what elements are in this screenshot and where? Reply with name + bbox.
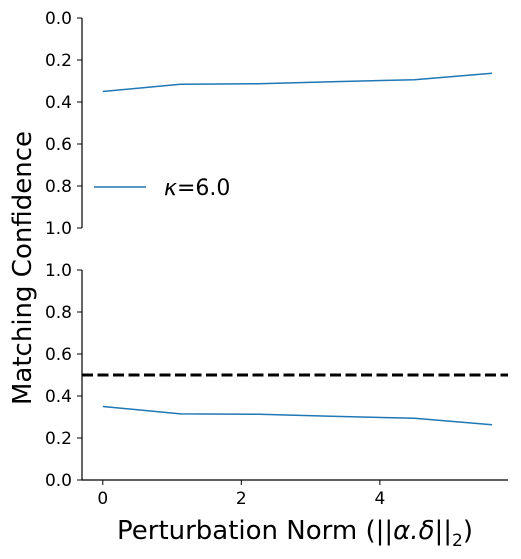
y-axis-label: Matching Confidence <box>8 131 38 405</box>
y-tick-label: 0.0 <box>45 9 72 29</box>
top-panel: 0.0 0.2 0.4 0.6 0.8 1.0 κ=6.0 <box>45 9 493 239</box>
x-axis-label: Perturbation Norm (||α.δ||2) <box>117 516 473 551</box>
legend-symbol: κ <box>164 176 177 201</box>
bottom-panel: 0.0 0.2 0.4 0.6 0.8 1.0 0 2 4 <box>45 261 508 509</box>
y-tick-label: 0.0 <box>45 471 72 491</box>
y-tick-label: 0.4 <box>45 93 72 113</box>
y-tick-label: 0.6 <box>45 345 72 365</box>
x-axis-label-math: ||α.δ|| <box>376 516 452 546</box>
y-tick-label: 0.6 <box>45 135 72 155</box>
x-tick-label: 2 <box>236 489 247 509</box>
x-tick-label: 0 <box>97 489 108 509</box>
y-tick-label: 1.0 <box>45 261 72 281</box>
series-line <box>102 405 493 426</box>
y-tick-label: 0.4 <box>45 387 72 407</box>
legend-label: κ=6.0 <box>164 176 230 201</box>
legend-value: =6.0 <box>177 176 230 201</box>
x-axis-label-prefix: Perturbation Norm ( <box>117 516 376 546</box>
y-tick-label: 0.2 <box>45 51 72 71</box>
y-tick-label: 0.2 <box>45 429 72 449</box>
series-line <box>102 72 493 93</box>
y-tick-label: 0.8 <box>45 303 72 323</box>
y-tick-label: 1.0 <box>45 219 72 239</box>
y-tick-label: 0.8 <box>45 177 72 197</box>
x-tick-label: 4 <box>374 489 385 509</box>
x-axis-label-suffix: ) <box>463 516 473 546</box>
x-axis-label-sub: 2 <box>452 531 463 551</box>
